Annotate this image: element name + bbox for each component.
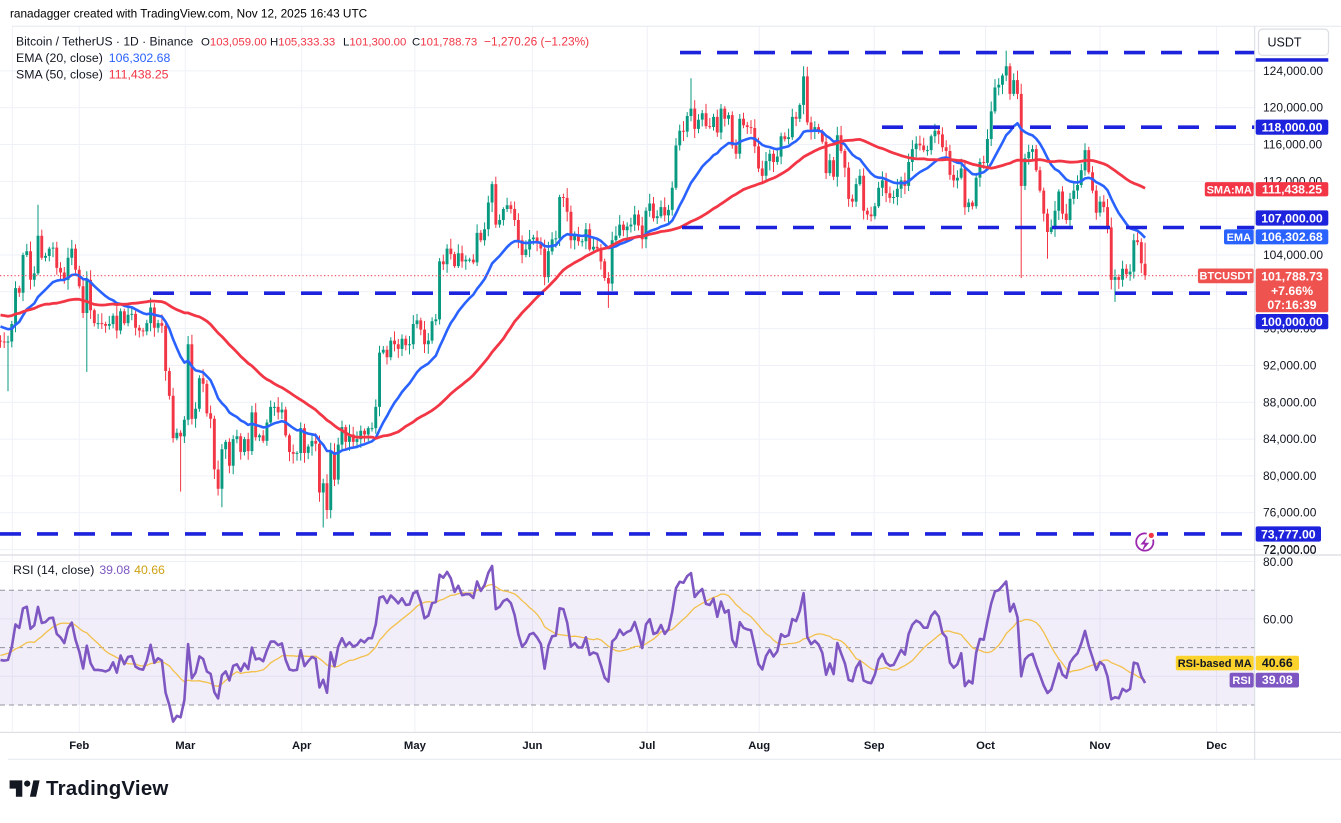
svg-text:ranadagger created with Tradin: ranadagger created with TradingView.com,… [10,7,368,21]
svg-text:SMA (50, close)111,438.25: SMA (50, close) 111,438.25 [16,68,169,82]
svg-text:88,000.00: 88,000.00 [1263,395,1317,409]
svg-text:SMA:MA: SMA:MA [1207,185,1252,197]
svg-text:72,000.00: 72,000.00 [1263,543,1317,557]
svg-text:Sep: Sep [864,740,885,752]
svg-text:106,302.68: 106,302.68 [1261,230,1323,244]
svg-text:73,777.00: 73,777.00 [1261,527,1316,541]
svg-text:O103,059.00: O103,059.00 [201,37,267,49]
svg-text:124,000.00: 124,000.00 [1263,64,1323,78]
svg-text:60.00: 60.00 [1263,612,1293,626]
svg-text:76,000.00: 76,000.00 [1263,506,1317,520]
svg-text:107,000.00: 107,000.00 [1261,211,1323,225]
svg-text:−1,270.26 (−1.23%): −1,270.26 (−1.23%) [484,35,589,49]
svg-text:101,788.73: 101,788.73 [1261,270,1323,284]
svg-text:Aug: Aug [748,740,770,752]
svg-text:May: May [404,740,427,752]
svg-text:Jul: Jul [639,740,655,752]
svg-text:Feb: Feb [69,740,89,752]
svg-text:104,000.00: 104,000.00 [1263,248,1323,262]
svg-text:72,000.00: 72,000.00 [1263,543,1317,557]
svg-text:Nov: Nov [1089,740,1111,752]
svg-text:Oct: Oct [976,740,995,752]
svg-text:TradingView: TradingView [46,777,169,800]
svg-text:L101,300.00: L101,300.00 [343,37,406,49]
svg-text:EMA (20, close)106,302.68: EMA (20, close) 106,302.68 [16,51,171,65]
svg-text:100,000.00: 100,000.00 [1261,315,1323,329]
svg-text:RSI: RSI [1232,675,1250,687]
svg-text:Mar: Mar [175,740,196,752]
svg-text:Bitcoin / TetherUS · 1D · Bina: Bitcoin / TetherUS · 1D · Binance [16,35,194,49]
svg-text:Dec: Dec [1206,740,1227,752]
svg-text:84,000.00: 84,000.00 [1263,432,1317,446]
svg-text:40.66: 40.66 [1262,656,1293,670]
svg-text:07:16:39: 07:16:39 [1267,298,1316,312]
svg-text:EMA: EMA [1227,232,1252,244]
svg-text:39.08: 39.08 [1262,673,1293,687]
svg-text:BTCUSDT: BTCUSDT [1200,271,1253,283]
svg-text:118,000.00: 118,000.00 [1262,121,1323,135]
svg-text:80.00: 80.00 [1263,555,1293,569]
svg-text:H105,333.33: H105,333.33 [270,37,335,49]
svg-text:80,000.00: 80,000.00 [1263,469,1317,483]
svg-text:+7.66%: +7.66% [1271,284,1313,298]
svg-text:120,000.00: 120,000.00 [1263,101,1323,115]
svg-text:92,000.00: 92,000.00 [1263,359,1317,373]
svg-text:USDT: USDT [1268,36,1302,50]
svg-text:Apr: Apr [292,740,312,752]
svg-text:C101,788.73: C101,788.73 [412,37,477,49]
svg-text:RSI-based MA: RSI-based MA [1178,658,1252,670]
svg-text:116,000.00: 116,000.00 [1263,138,1322,152]
svg-text:111,438.25: 111,438.25 [1262,183,1322,197]
svg-text:Jun: Jun [522,740,542,752]
